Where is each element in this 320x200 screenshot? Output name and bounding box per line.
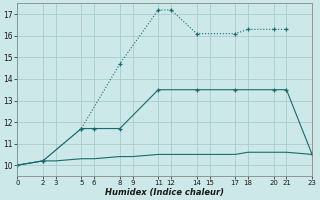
X-axis label: Humidex (Indice chaleur): Humidex (Indice chaleur) bbox=[105, 188, 224, 197]
